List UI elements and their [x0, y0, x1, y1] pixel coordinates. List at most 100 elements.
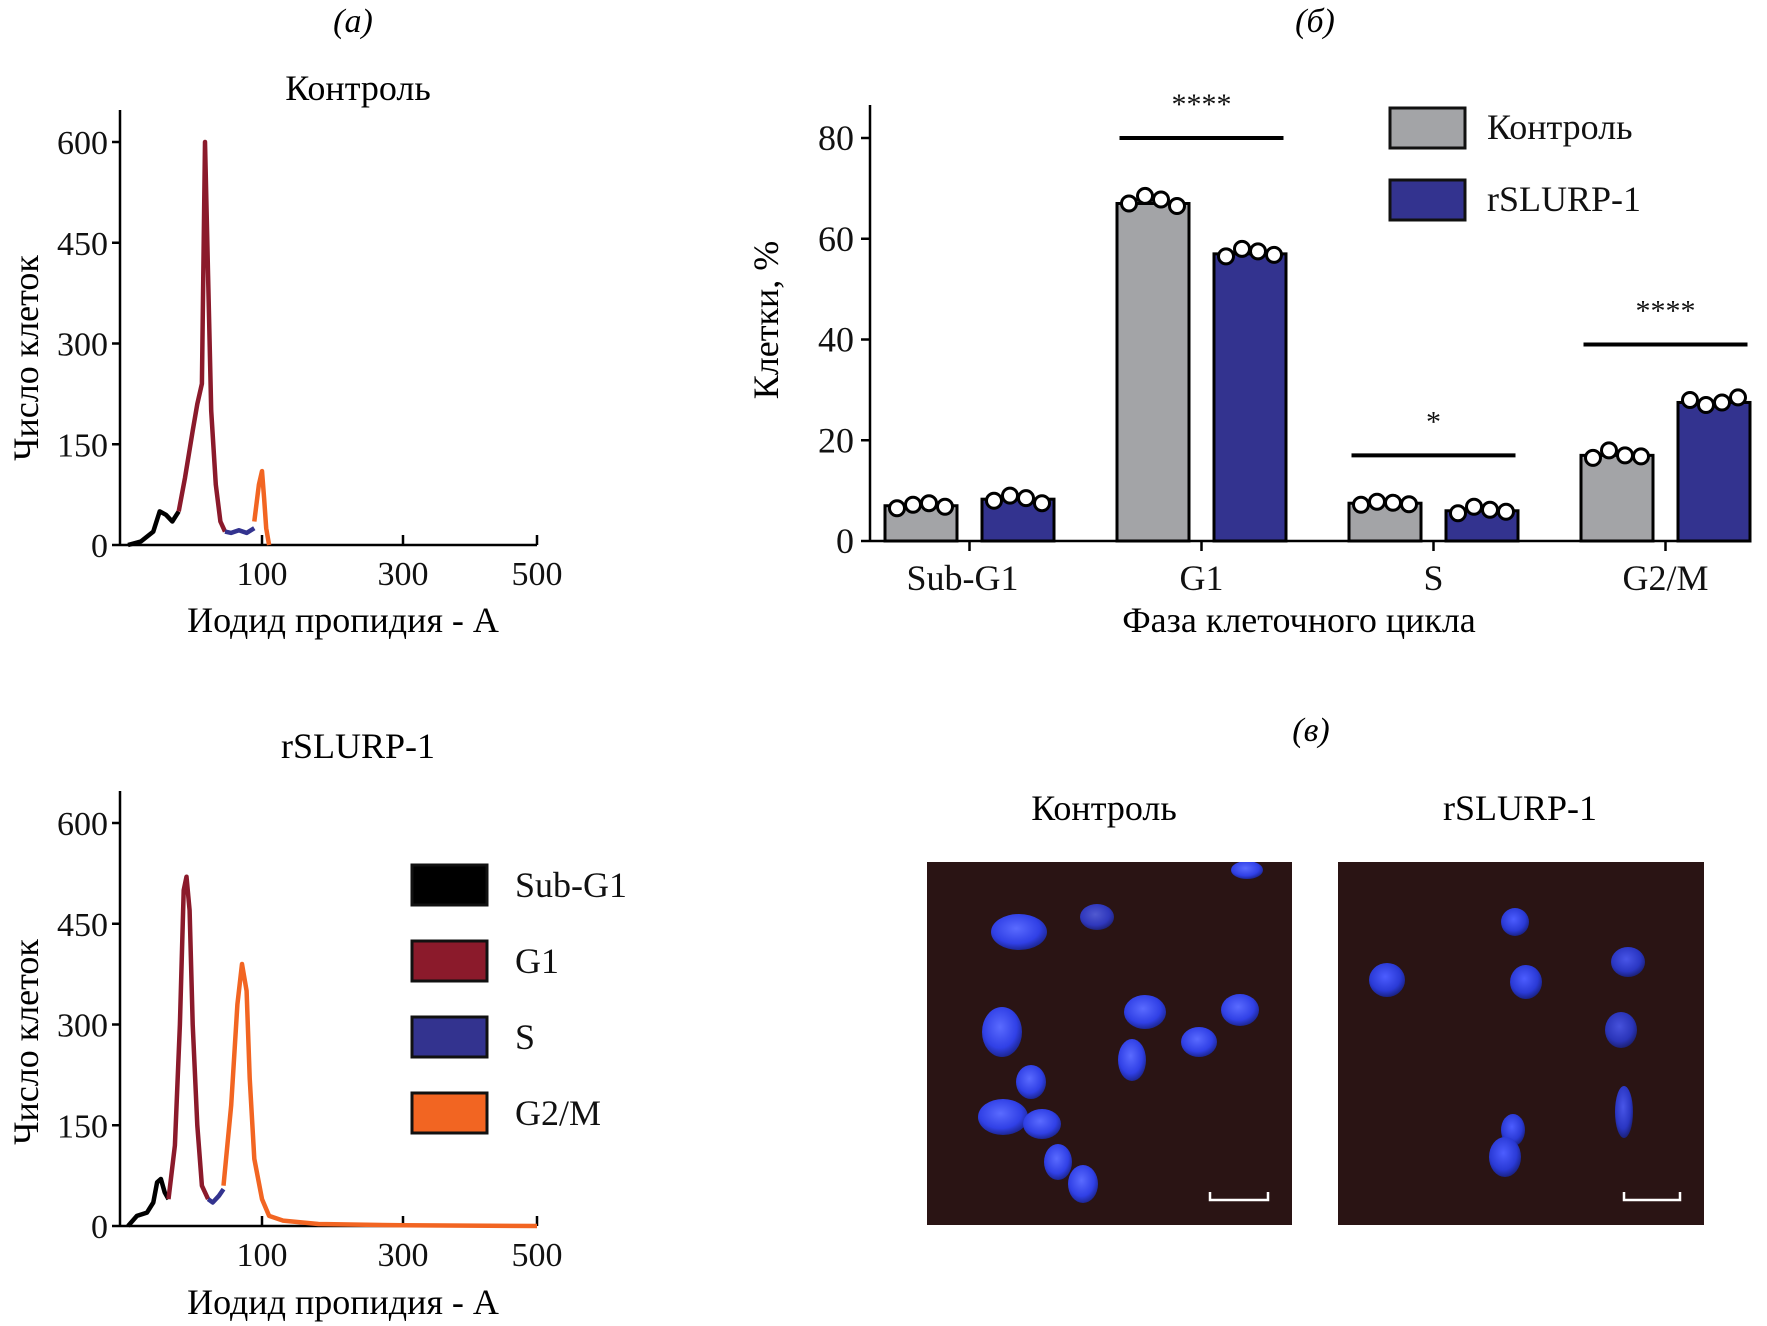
y-tick-label: 600	[57, 806, 108, 843]
bar-legend-swatch	[1388, 178, 1467, 222]
bar-category-label: G2/M	[1622, 558, 1708, 598]
data-point	[888, 499, 906, 518]
y-tick-label: 300	[57, 1008, 108, 1045]
x-tick-label: 500	[512, 1237, 563, 1274]
bar-category-label: G1	[1180, 558, 1224, 598]
y-tick-label: 0	[91, 1209, 108, 1246]
data-point	[1697, 395, 1715, 414]
x-tick-label: 500	[512, 556, 563, 593]
data-point	[985, 491, 1003, 510]
data-point	[1168, 197, 1186, 216]
significance-label: ****	[1636, 295, 1696, 328]
scale-bar	[1208, 1192, 1270, 1202]
bar-legend-label: Контроль	[1487, 107, 1633, 147]
histogram-control-ylabel: Число клеток	[6, 255, 46, 461]
histogram-series-g2-m	[252, 468, 272, 546]
data-point	[936, 497, 954, 516]
data-point	[1120, 194, 1138, 213]
histogram-treated-ylabel: Число клеток	[6, 939, 46, 1145]
significance-label: ****	[1172, 88, 1232, 121]
histogram-series-s	[206, 1187, 226, 1205]
legend-swatch-g2-m	[410, 1091, 489, 1135]
data-point	[1217, 247, 1235, 266]
y-tick-label: 0	[91, 528, 108, 565]
data-point	[1729, 388, 1747, 407]
bar-chart: Клетки, % Фаза клеточного цикла 0 20 40 60 8…	[746, 88, 1752, 640]
y-tick-label: 300	[57, 327, 108, 364]
data-point	[1584, 448, 1602, 467]
bar-3-1	[1676, 400, 1752, 543]
data-point	[1384, 493, 1402, 512]
scale-bar	[1622, 1192, 1682, 1202]
data-point	[1249, 242, 1267, 261]
bar-category-label: Sub-G1	[906, 558, 1018, 598]
bar-3-0	[1579, 453, 1655, 543]
data-point	[1136, 186, 1154, 205]
data-point	[1449, 504, 1467, 523]
bar-legend-swatch	[1388, 106, 1467, 150]
histogram-control-xlabel: Иодид пропидия - А	[187, 600, 499, 640]
panel-label-a: (а)	[333, 3, 373, 40]
x-tick-label: 300	[378, 1237, 429, 1274]
y-tick-label: 450	[57, 907, 108, 944]
histogram-series-s	[224, 526, 256, 536]
data-point	[1017, 489, 1035, 508]
bar-y-tick-label: 60	[818, 219, 854, 259]
bar-y-tick-label: 40	[818, 320, 854, 360]
data-point	[1400, 495, 1418, 514]
data-point	[904, 495, 922, 514]
control-nuclei	[978, 862, 1270, 1203]
data-point	[1616, 446, 1634, 465]
legend-label: S	[515, 1017, 535, 1057]
bar-category-label: S	[1423, 558, 1443, 598]
y-tick-label: 450	[57, 226, 108, 263]
data-point	[1033, 494, 1051, 513]
bar-y-tick-label: 80	[818, 118, 854, 158]
data-point	[1481, 500, 1499, 519]
data-point	[1632, 447, 1650, 466]
bar-1-1	[1212, 252, 1288, 543]
histogram-series-sub-g1	[126, 1176, 171, 1228]
legend-label: G2/M	[515, 1093, 601, 1133]
legend-label: G1	[515, 941, 559, 981]
y-tick-label: 150	[57, 1108, 108, 1145]
data-point	[920, 494, 938, 513]
y-tick-label: 150	[57, 427, 108, 464]
microscopy-treated-title: rSLURP-1	[1443, 788, 1597, 828]
microscopy-treated-image	[1338, 862, 1704, 1225]
histogram-treated-title: rSLURP-1	[281, 726, 435, 766]
histogram-control-title: Контроль	[285, 68, 431, 108]
data-point	[1368, 492, 1386, 511]
data-point	[1713, 393, 1731, 412]
bar-chart-ylabel: Клетки, %	[746, 241, 786, 399]
histogram-legend: Sub-G1 G1 S G2/M	[410, 863, 627, 1135]
bar-y-tick-label: 0	[836, 521, 854, 561]
bar-legend-label: rSLURP-1	[1487, 179, 1641, 219]
data-point	[1681, 390, 1699, 409]
histogram-series-g1	[166, 874, 211, 1201]
histogram-control: Контроль Число клеток Иодид пропидия - А…	[6, 68, 563, 640]
x-tick-label: 300	[378, 556, 429, 593]
treated-nuclei	[1369, 908, 1682, 1202]
histogram-series-g1	[176, 139, 228, 533]
panel-label-b: (б)	[1295, 3, 1335, 40]
data-point	[1352, 495, 1370, 514]
y-tick-label: 600	[57, 125, 108, 162]
histogram-treated-xlabel: Иодид пропидия - А	[187, 1282, 499, 1322]
bar-y-tick-label: 20	[818, 420, 854, 460]
microscopy-control-title: Контроль	[1031, 788, 1177, 828]
panel-label-c: (в)	[1292, 712, 1329, 749]
data-point	[1465, 497, 1483, 516]
legend-swatch-sub-g1	[410, 863, 489, 907]
x-tick-label: 100	[237, 556, 288, 593]
bar-1-0	[1115, 201, 1191, 543]
legend-label: Sub-G1	[515, 865, 627, 905]
data-point	[1233, 239, 1251, 258]
data-point	[1265, 245, 1283, 264]
histogram-series-g2-m	[221, 961, 538, 1229]
data-point	[1497, 502, 1515, 521]
legend-swatch-g1	[410, 939, 489, 983]
bar-chart-xlabel: Фаза клеточного цикла	[1122, 600, 1476, 640]
histogram-treated: rSLURP-1 Число клеток Иодид пропидия - А…	[6, 726, 563, 1322]
